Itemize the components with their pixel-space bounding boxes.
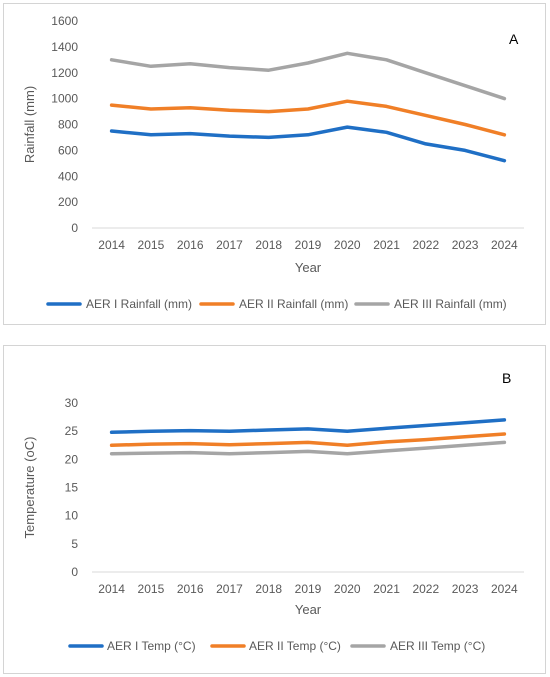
x-tick-label: 2018 [255,582,282,596]
x-tick-label: 2021 [373,582,400,596]
legend-label: AER I Rainfall (mm) [86,297,192,311]
series-line [109,418,507,435]
y-tick-label: 15 [65,481,79,495]
y-tick-label: 800 [58,118,78,132]
panel-label: B [502,370,511,386]
x-tick-label: 2014 [98,582,125,596]
y-axis-title: Rainfall (mm) [22,86,37,163]
y-tick-label: 1400 [51,40,78,54]
panel-label: A [509,31,519,47]
y-tick-label: 200 [58,195,78,209]
series-line [109,440,507,456]
y-tick-label: 1000 [51,92,78,106]
y-tick-label: 30 [65,396,79,410]
y-tick-label: 0 [71,221,78,235]
x-tick-label: 2016 [177,582,204,596]
legend-label: AER III Temp (°C) [390,639,485,653]
series-line [109,51,507,101]
legend-label: AER III Rainfall (mm) [394,297,507,311]
x-tick-label: 2016 [177,238,204,252]
x-tick-label: 2018 [255,238,282,252]
y-tick-label: 20 [65,452,79,466]
x-tick-label: 2024 [491,582,518,596]
x-tick-label: 2015 [138,238,165,252]
rainfall-chart: A 0 200 400 600 800 1000 1200 1400 1600 2014 2015 20… [22,14,524,311]
x-tick-label: 2022 [412,238,439,252]
y-tick-label: 1600 [51,14,78,28]
chart-panel-a: A 0 200 400 600 800 1000 1200 1400 1600 2014 2015 20… [3,3,546,325]
y-tick-label: 0 [71,565,78,579]
x-tick-label: 2020 [334,582,361,596]
x-tick-label: 2021 [373,238,400,252]
series-line [109,125,507,163]
x-tick-label: 2024 [491,238,518,252]
legend-label: AER I Temp (°C) [107,639,196,653]
x-axis-title: Year [295,260,322,275]
y-tick-label: 1200 [51,66,78,80]
x-tick-label: 2019 [295,582,322,596]
y-tick-label: 25 [65,424,79,438]
y-tick-label: 400 [58,169,78,183]
x-tick-label: 2022 [412,582,439,596]
series-line [109,99,507,137]
x-tick-label: 2019 [295,238,322,252]
y-axis-title: Temperature (oC) [22,437,37,539]
legend-label: AER II Rainfall (mm) [239,297,348,311]
y-tick-label: 5 [71,537,78,551]
y-tick-label: 600 [58,143,78,157]
x-tick-label: 2014 [98,238,125,252]
chart-panel-b: B 0 5 10 15 20 25 30 2014 2015 2016 2017 2018 2019 202… [3,345,546,674]
x-tick-label: 2017 [216,582,243,596]
temperature-chart: B 0 5 10 15 20 25 30 2014 2015 2016 2017 2018 2019 202… [22,370,524,653]
y-tick-label: 10 [65,509,79,523]
legend-label: AER II Temp (°C) [249,639,341,653]
x-tick-label: 2017 [216,238,243,252]
x-axis-title: Year [295,602,322,617]
x-tick-label: 2015 [138,582,165,596]
series-line [109,432,507,448]
x-tick-label: 2020 [334,238,361,252]
x-tick-label: 2023 [452,582,479,596]
x-tick-label: 2023 [452,238,479,252]
